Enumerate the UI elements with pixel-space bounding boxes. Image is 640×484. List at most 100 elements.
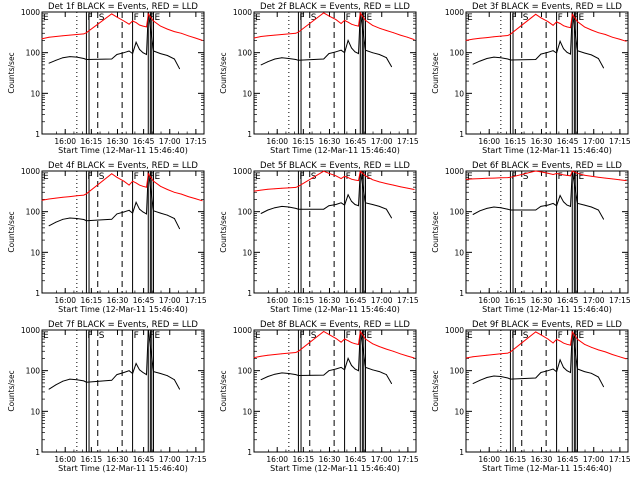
panel-4-marker-3: F bbox=[149, 172, 154, 182]
panel-5-events-point bbox=[288, 206, 290, 208]
panel-3-events-point bbox=[556, 52, 557, 54]
panel-9-lld-point bbox=[570, 344, 571, 346]
panel-5-events-point bbox=[298, 208, 299, 210]
panel-8-xlabel: Start Time (12-Mar-11 15:46:40) bbox=[270, 464, 400, 473]
panel-6-events-point bbox=[552, 203, 554, 204]
panel-8-marker-0: F bbox=[299, 331, 304, 341]
panel-1-ytick-label-1: 1 bbox=[35, 130, 40, 139]
panel-3-lld-point bbox=[547, 21, 549, 22]
panel-6-lld-point bbox=[486, 177, 488, 179]
panel-1-lld-point bbox=[160, 25, 161, 27]
panel-5-lld-point bbox=[323, 170, 325, 172]
panel-3-events-point bbox=[577, 50, 578, 52]
panel-9-lld-point bbox=[547, 338, 549, 340]
panel-5-xtick-label-3: 16:45 bbox=[345, 296, 367, 305]
panel-5-lld-point bbox=[406, 187, 408, 189]
panel-5-lld-point bbox=[344, 175, 345, 177]
panel-6-series-events bbox=[472, 170, 605, 220]
panel-3-events-point bbox=[570, 53, 571, 55]
panel-3-events-point bbox=[500, 57, 502, 59]
panel-6-lld-point bbox=[618, 179, 620, 181]
panel-2-lld-point bbox=[288, 33, 290, 35]
panel-7-events-point bbox=[69, 378, 71, 380]
panel-3-xtick-label-4: 17:00 bbox=[583, 137, 605, 146]
panel-3-lld-point bbox=[507, 35, 509, 36]
panel-8-lld-point bbox=[274, 354, 276, 355]
panel-2-events-point bbox=[386, 57, 387, 59]
panel-9-xtick-label-3: 16:45 bbox=[557, 455, 579, 464]
panel-4-ytick-label-1: 1 bbox=[35, 289, 40, 298]
panel-1-events-point bbox=[128, 50, 130, 52]
panel-9-lld-point bbox=[465, 357, 467, 359]
panel-1-title: Det 1f BLACK = Events, RED = LLD bbox=[48, 2, 198, 12]
panel-4-lld-point bbox=[76, 195, 78, 197]
panel-6-lld-point bbox=[493, 177, 495, 179]
panel-7-events-point bbox=[76, 379, 78, 381]
panel-7-events-point bbox=[142, 372, 144, 373]
panel-1-lld-point bbox=[132, 20, 134, 22]
panel-9-events-point bbox=[472, 383, 474, 384]
panel-5-lld-point bbox=[358, 180, 359, 182]
panel-6-lld-point bbox=[577, 172, 578, 174]
panel-7-marker-3: F bbox=[149, 331, 154, 341]
panel-5-marker-4: E bbox=[366, 172, 372, 182]
panel-3-lld-point bbox=[605, 34, 606, 35]
panel-1-xtick-label-2: 16:30 bbox=[107, 137, 129, 146]
panel-3-lld-point bbox=[552, 24, 554, 26]
panel-2-xtick-label-5: 17:15 bbox=[397, 137, 419, 146]
panel-6-lld-point bbox=[500, 177, 502, 179]
panel-9-lld-point bbox=[510, 351, 511, 353]
panel-1-events-point bbox=[116, 54, 118, 55]
panel-3-lld-point bbox=[570, 27, 571, 29]
panel-5-lld-point bbox=[347, 177, 349, 179]
panel-5-xtick-label-5: 17:15 bbox=[397, 296, 419, 305]
panel-9-lld-point bbox=[591, 346, 592, 348]
panel-2-events-point bbox=[358, 53, 359, 54]
panel-8-title: Det 8f BLACK = Events, RED = LLD bbox=[260, 320, 410, 330]
panel-3-xtick-label-3: 16:45 bbox=[557, 137, 579, 146]
panel-2-xlabel: Start Time (12-Mar-11 15:46:40) bbox=[270, 146, 400, 155]
panel-3-events-point bbox=[571, 11, 573, 13]
panel-1-events-point bbox=[135, 41, 137, 43]
panel-4-events-point bbox=[111, 218, 113, 220]
panel-8-events-point bbox=[335, 368, 337, 370]
panel-5-xtick-label-0: 16:00 bbox=[266, 296, 288, 305]
panel-9-marker-0: F bbox=[511, 331, 516, 341]
panel-4-frame bbox=[41, 170, 205, 294]
panel-1-lld-point bbox=[194, 37, 196, 39]
panel-3-events-point bbox=[510, 59, 511, 61]
panel-3-events-point bbox=[591, 54, 592, 56]
panel-2-events-point bbox=[351, 47, 352, 49]
panel-6-events-point bbox=[577, 203, 578, 204]
panel-2-lld-point bbox=[298, 31, 299, 33]
panel-5-events-point bbox=[260, 213, 262, 214]
panel-9-events-point bbox=[584, 371, 585, 372]
panel-6-events-point bbox=[570, 206, 571, 207]
panel-5-events-point bbox=[281, 206, 283, 207]
panel-5-events-point bbox=[295, 208, 297, 209]
panel-8-lld-point bbox=[359, 331, 361, 332]
panel-9-xtick-label-5: 17:15 bbox=[609, 455, 631, 464]
panel-9-events-point bbox=[479, 379, 481, 381]
panel-6-events-point bbox=[566, 204, 568, 206]
panel-1-series-lld bbox=[41, 12, 203, 41]
panel-5-ytick-label-1000: 1000 bbox=[233, 167, 252, 176]
panel-4-xtick-label-5: 17:15 bbox=[185, 296, 207, 305]
panel-2-lld-point bbox=[399, 34, 401, 36]
panel-1-xtick-label-5: 17:15 bbox=[185, 137, 207, 146]
panel-5-marker-2: F bbox=[346, 172, 351, 182]
panel-8-marker-start: E bbox=[255, 331, 261, 341]
panel-1-lld-point bbox=[142, 25, 144, 27]
panel-8-lld-point bbox=[399, 353, 401, 355]
panel-5-lld-point bbox=[328, 172, 330, 174]
panel-2-lld-point bbox=[372, 24, 373, 26]
panel-3-series-events bbox=[472, 11, 605, 69]
panel-1-lld-point bbox=[116, 16, 118, 18]
panel-1-marker-4: E bbox=[154, 13, 160, 23]
panel-1-lld-point bbox=[111, 13, 113, 15]
panel-8-marker-4: E bbox=[366, 331, 372, 341]
panel-4-xtick-label-1: 16:15 bbox=[81, 296, 103, 305]
panel-6-events-point bbox=[547, 204, 549, 206]
panel-4-marker-1: S bbox=[99, 172, 105, 182]
